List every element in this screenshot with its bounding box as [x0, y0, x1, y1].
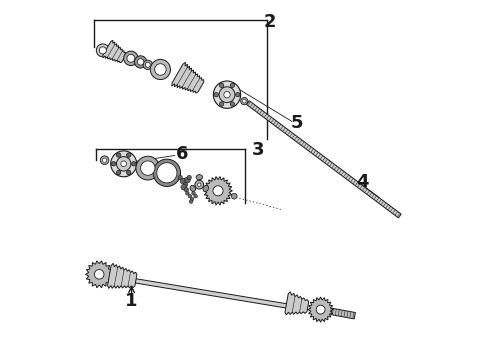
Circle shape	[99, 47, 106, 54]
Circle shape	[220, 102, 224, 106]
Circle shape	[178, 175, 182, 180]
Polygon shape	[86, 261, 113, 288]
Polygon shape	[103, 40, 126, 63]
Circle shape	[241, 98, 248, 105]
Ellipse shape	[196, 175, 202, 180]
Text: 3: 3	[251, 141, 264, 159]
Circle shape	[194, 194, 197, 198]
Circle shape	[153, 159, 180, 186]
Circle shape	[184, 188, 189, 192]
Circle shape	[181, 184, 187, 190]
Ellipse shape	[203, 185, 209, 192]
Circle shape	[224, 91, 230, 98]
Circle shape	[143, 60, 152, 69]
Circle shape	[197, 183, 201, 186]
Text: 6: 6	[176, 145, 188, 163]
Circle shape	[137, 59, 144, 65]
Circle shape	[188, 194, 192, 198]
Circle shape	[213, 81, 241, 108]
Circle shape	[316, 305, 325, 314]
Circle shape	[95, 270, 104, 279]
Polygon shape	[285, 292, 309, 315]
Circle shape	[192, 192, 196, 195]
Polygon shape	[172, 62, 204, 93]
Circle shape	[117, 153, 121, 157]
Circle shape	[189, 200, 193, 203]
Circle shape	[183, 183, 188, 187]
Circle shape	[243, 99, 246, 103]
Circle shape	[231, 193, 237, 199]
Circle shape	[230, 102, 235, 106]
Ellipse shape	[190, 185, 196, 192]
Polygon shape	[204, 176, 232, 205]
Polygon shape	[331, 308, 355, 319]
Circle shape	[123, 51, 138, 66]
Text: 5: 5	[291, 114, 303, 132]
Circle shape	[127, 54, 135, 62]
Circle shape	[190, 197, 194, 201]
Circle shape	[136, 156, 160, 180]
Circle shape	[141, 161, 155, 175]
Circle shape	[111, 162, 116, 166]
Circle shape	[117, 170, 121, 175]
Circle shape	[187, 175, 192, 180]
Text: 1: 1	[125, 292, 138, 310]
Circle shape	[230, 83, 235, 87]
Circle shape	[131, 162, 136, 166]
Circle shape	[150, 59, 171, 80]
Circle shape	[236, 93, 240, 97]
Circle shape	[155, 64, 166, 75]
Circle shape	[145, 62, 150, 67]
Polygon shape	[246, 101, 401, 218]
Circle shape	[121, 161, 126, 167]
Polygon shape	[135, 279, 294, 309]
Circle shape	[180, 178, 186, 184]
Circle shape	[126, 153, 131, 157]
Circle shape	[220, 83, 224, 87]
Circle shape	[111, 151, 137, 177]
Circle shape	[219, 87, 235, 103]
Text: 4: 4	[356, 173, 368, 191]
Circle shape	[185, 177, 190, 183]
Circle shape	[102, 158, 107, 162]
Circle shape	[157, 163, 177, 183]
Text: 2: 2	[264, 13, 276, 31]
Circle shape	[186, 192, 189, 195]
Circle shape	[100, 156, 109, 165]
Polygon shape	[308, 297, 333, 322]
Circle shape	[134, 56, 147, 68]
Circle shape	[213, 186, 223, 196]
Circle shape	[214, 93, 219, 97]
Circle shape	[126, 170, 131, 175]
Circle shape	[117, 157, 131, 171]
Polygon shape	[107, 263, 137, 288]
Circle shape	[195, 180, 204, 189]
Circle shape	[97, 44, 109, 57]
